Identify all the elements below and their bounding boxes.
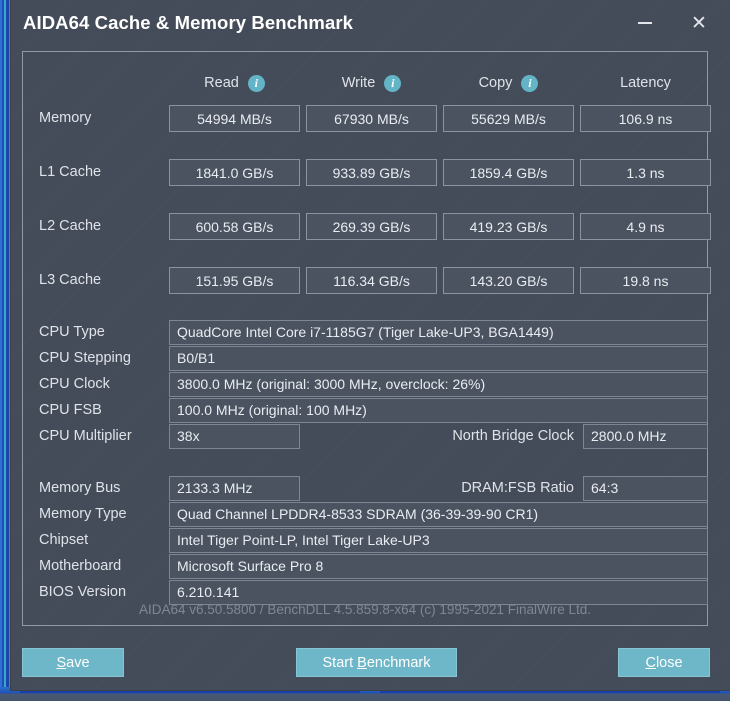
column-header-copy: Copy i [443, 71, 574, 95]
window-title: AIDA64 Cache & Memory Benchmark [23, 12, 354, 33]
l3-write-value: 116.34 GB/s [306, 267, 437, 294]
memory-read-value: 54994 MB/s [169, 105, 300, 132]
l2-write-value: 269.39 GB/s [306, 213, 437, 240]
l3-copy-value: 143.20 GB/s [443, 267, 574, 294]
row-label-l3-cache: L3 Cache [39, 272, 102, 288]
memory-type-label: Memory Type [39, 506, 127, 522]
cpu-clock-label: CPU Clock [39, 376, 110, 392]
cpu-stepping-value: B0/B1 [169, 346, 708, 371]
cpu-clock-value: 3800.0 MHz (original: 3000 MHz, overcloc… [169, 372, 708, 397]
column-header-copy-label: Copy [478, 75, 513, 91]
l2-copy-value: 419.23 GB/s [443, 213, 574, 240]
column-header-write-label: Write [341, 75, 376, 91]
memory-write-value: 67930 MB/s [306, 105, 437, 132]
close-window-button[interactable]: ✕ [676, 6, 722, 40]
list-item: CPU FSB 100.0 MHz (original: 100 MHz) [23, 398, 708, 423]
bios-version-value: 6.210.141 [169, 580, 708, 605]
column-header-read-label: Read [204, 75, 239, 91]
cpu-type-value: QuadCore Intel Core i7-1185G7 (Tiger Lak… [169, 320, 708, 345]
memory-bus-value: 2133.3 MHz [169, 476, 300, 501]
content-panel: Read i Write i Copy i Latency Memory 549… [22, 51, 711, 626]
l2-read-value: 600.58 GB/s [169, 213, 300, 240]
north-bridge-clock-label: North Bridge Clock [452, 428, 574, 444]
row-label-memory: Memory [39, 110, 92, 126]
column-header-write: Write i [306, 71, 437, 95]
close-button[interactable]: Close [618, 648, 710, 677]
desktop-taskbar-strip [0, 687, 730, 701]
aida64-benchmark-window: AIDA64 Cache & Memory Benchmark ✕ Read i… [11, 0, 730, 690]
save-button-label: Save [56, 654, 90, 671]
chipset-value: Intel Tiger Point-LP, Intel Tiger Lake-U… [169, 528, 708, 553]
column-header-latency-label: Latency [620, 75, 671, 91]
start-benchmark-button-label: Start Benchmark [322, 654, 431, 671]
l1-read-value: 1841.0 GB/s [169, 159, 300, 186]
cpu-multiplier-label: CPU Multiplier [39, 428, 132, 444]
title-bar: AIDA64 Cache & Memory Benchmark ✕ [11, 0, 730, 46]
l1-copy-value: 1859.4 GB/s [443, 159, 574, 186]
minimize-icon [638, 22, 652, 24]
table-row: L1 Cache 1841.0 GB/s 933.89 GB/s 1859.4 … [23, 159, 711, 186]
north-bridge-clock-value: 2800.0 MHz [583, 424, 708, 449]
l1-latency-value: 1.3 ns [580, 159, 711, 186]
row-label-l2-cache: L2 Cache [39, 218, 102, 234]
save-button[interactable]: Save [22, 648, 124, 677]
version-credit-text: AIDA64 v6.50.5800 / BenchDLL 4.5.859.8-x… [138, 602, 592, 617]
cpu-fsb-label: CPU FSB [39, 402, 102, 418]
memory-bus-label: Memory Bus [39, 480, 121, 496]
list-item: Memory Bus 2133.3 MHz DRAM:FSB Ratio 64:… [23, 476, 708, 501]
column-header-read: Read i [169, 71, 300, 95]
start-benchmark-button[interactable]: Start Benchmark [296, 648, 457, 677]
memory-type-value: Quad Channel LPDDR4-8533 SDRAM (36-39-39… [169, 502, 708, 527]
column-header-latency: Latency [580, 71, 711, 95]
close-icon: ✕ [691, 12, 707, 34]
memory-latency-value: 106.9 ns [580, 105, 711, 132]
l3-read-value: 151.95 GB/s [169, 267, 300, 294]
cpu-multiplier-value: 38x [169, 424, 300, 449]
l1-write-value: 933.89 GB/s [306, 159, 437, 186]
table-row: Memory 54994 MB/s 67930 MB/s 55629 MB/s … [23, 105, 711, 132]
chipset-label: Chipset [39, 532, 89, 548]
row-label-l1-cache: L1 Cache [39, 164, 102, 180]
memory-copy-value: 55629 MB/s [443, 105, 574, 132]
info-icon-copy[interactable]: i [521, 74, 539, 92]
list-item: Chipset Intel Tiger Point-LP, Intel Tige… [23, 528, 708, 553]
minimize-button[interactable] [622, 6, 668, 40]
table-row: L2 Cache 600.58 GB/s 269.39 GB/s 419.23 … [23, 213, 711, 240]
bios-version-label: BIOS Version [39, 584, 127, 600]
cpu-type-label: CPU Type [39, 324, 105, 340]
cpu-fsb-value: 100.0 MHz (original: 100 MHz) [169, 398, 708, 423]
cpu-stepping-label: CPU Stepping [39, 350, 131, 366]
motherboard-value: Microsoft Surface Pro 8 [169, 554, 708, 579]
benchmark-column-headers: Read i Write i Copy i Latency [23, 71, 707, 95]
l2-latency-value: 4.9 ns [580, 213, 711, 240]
info-icon-write[interactable]: i [384, 74, 402, 92]
info-icon-read[interactable]: i [247, 74, 265, 92]
list-item: CPU Stepping B0/B1 [23, 346, 708, 371]
list-item: CPU Type QuadCore Intel Core i7-1185G7 (… [23, 320, 708, 345]
button-bar: Save Start Benchmark Close [11, 648, 730, 678]
dram-fsb-ratio-label: DRAM:FSB Ratio [461, 480, 574, 496]
table-row: L3 Cache 151.95 GB/s 116.34 GB/s 143.20 … [23, 267, 711, 294]
list-item: CPU Clock 3800.0 MHz (original: 3000 MHz… [23, 372, 708, 397]
motherboard-label: Motherboard [39, 558, 122, 574]
close-button-label: Close [645, 654, 683, 671]
list-item: Motherboard Microsoft Surface Pro 8 [23, 554, 708, 579]
list-item: CPU Multiplier 38x North Bridge Clock 28… [23, 424, 708, 449]
l3-latency-value: 19.8 ns [580, 267, 711, 294]
list-item: Memory Type Quad Channel LPDDR4-8533 SDR… [23, 502, 708, 527]
list-item: BIOS Version 6.210.141 [23, 580, 708, 605]
dram-fsb-ratio-value: 64:3 [583, 476, 708, 501]
